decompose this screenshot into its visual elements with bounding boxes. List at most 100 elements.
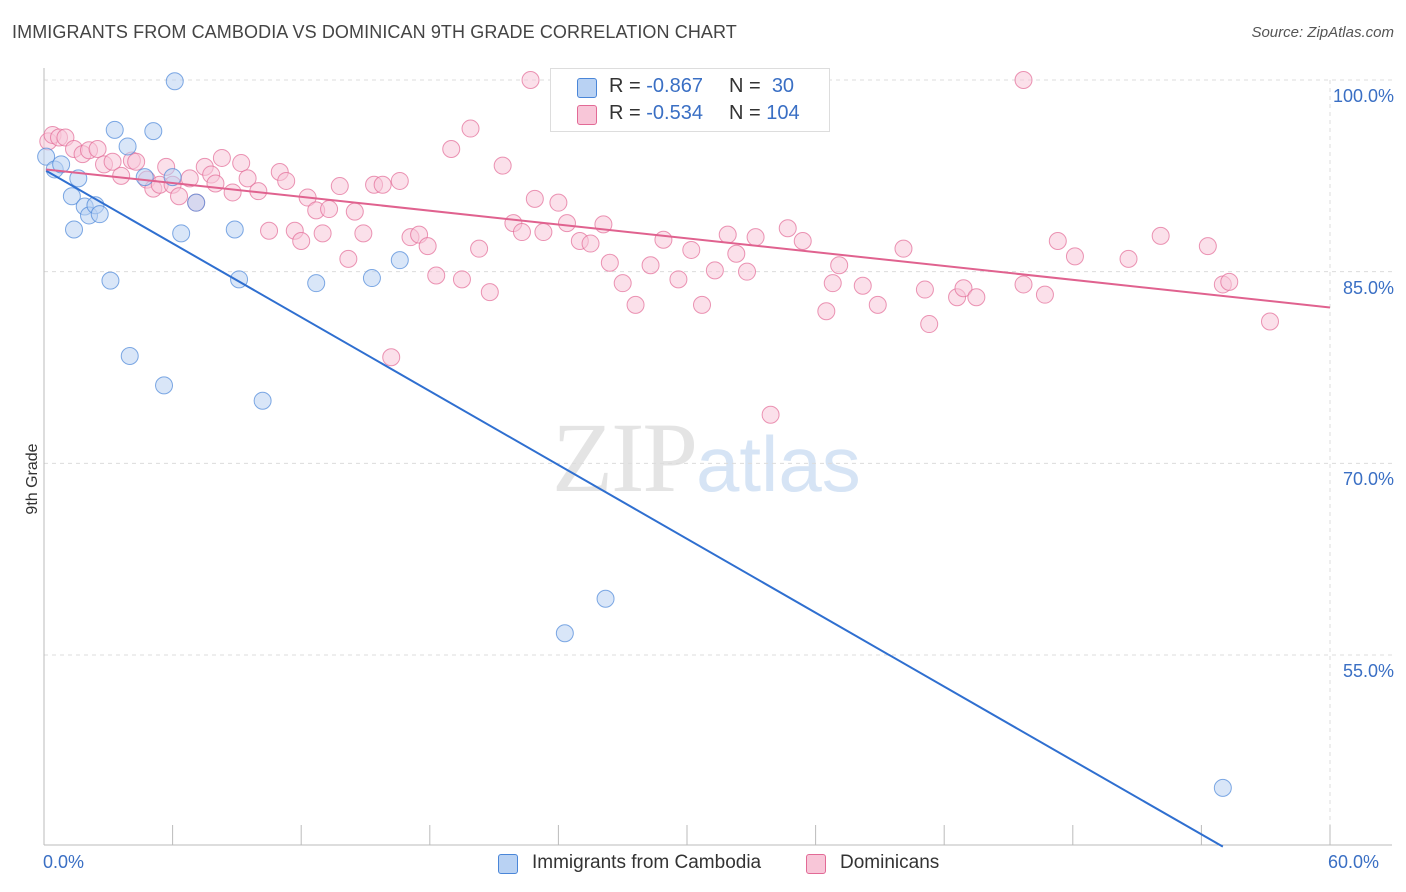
dominican-point xyxy=(1220,272,1239,291)
r-label: R = xyxy=(609,102,641,124)
legend-n-dominicans: N = 104 xyxy=(729,102,800,125)
dominican-point xyxy=(830,256,849,275)
cambodia-point xyxy=(65,220,84,239)
cambodia-point xyxy=(187,193,206,212)
dominican-point xyxy=(418,237,437,256)
dominican-trend-line xyxy=(46,168,1331,309)
dominican-point xyxy=(238,169,257,188)
n-value: 104 xyxy=(766,102,800,124)
dominican-point xyxy=(320,200,339,219)
legend-swatch-dominicans xyxy=(577,105,597,125)
n-label: N = xyxy=(729,102,761,124)
y-axis-label: 9th Grade xyxy=(24,443,41,515)
dominican-point xyxy=(853,276,872,295)
dominican-point xyxy=(232,154,251,173)
cambodia-point xyxy=(120,347,139,365)
dominican-point xyxy=(613,274,632,293)
dominican-point xyxy=(600,253,619,272)
cambodia-point xyxy=(90,205,109,224)
dominican-point xyxy=(88,140,107,158)
dominican-point xyxy=(330,177,349,196)
source-label: Source: ZipAtlas.com xyxy=(1251,24,1394,41)
dominican-point xyxy=(682,240,701,259)
dominican-point xyxy=(549,193,568,212)
cambodia-point xyxy=(62,187,81,206)
watermark-atlas: atlas xyxy=(696,420,861,508)
cambodia-point xyxy=(225,220,244,239)
cambodia-point xyxy=(390,251,409,270)
dominican-point xyxy=(525,189,544,208)
dominican-point xyxy=(761,405,780,424)
dominican-point xyxy=(718,225,737,244)
dominican-point xyxy=(461,119,480,138)
dominican-point xyxy=(427,266,446,285)
dominican-point xyxy=(534,223,553,242)
trend-lines xyxy=(45,168,1331,848)
dominican-point xyxy=(669,270,688,289)
dominican-point xyxy=(1048,232,1067,250)
y-tick-label: 85.0% xyxy=(1342,277,1394,298)
cambodia-point xyxy=(105,120,124,139)
dominican-point xyxy=(967,288,986,307)
cambodia-point xyxy=(135,168,154,187)
legend-r-dominicans: R = -0.534 xyxy=(609,102,703,125)
cambodia-point xyxy=(172,224,191,243)
dominican-point xyxy=(521,71,540,89)
dominican-point xyxy=(277,171,296,190)
dominican-point xyxy=(470,239,489,258)
cambodia-point xyxy=(307,274,326,293)
cambodia-point xyxy=(144,122,163,141)
dominican-point xyxy=(954,279,973,298)
dominican-point xyxy=(390,171,409,190)
dominican-point xyxy=(223,183,242,202)
dominican-point xyxy=(1065,247,1084,266)
series-swatch-cambodia xyxy=(498,854,518,874)
r-value: -0.867 xyxy=(646,75,703,97)
grid-lines xyxy=(44,79,1392,845)
dominican-point xyxy=(557,214,576,233)
dominican-point xyxy=(1035,285,1054,304)
chart-title: IMMIGRANTS FROM CAMBODIA VS DOMINICAN 9T… xyxy=(12,22,737,42)
cambodia-point xyxy=(596,589,615,608)
dominican-point xyxy=(1198,237,1217,256)
dominican-point xyxy=(345,202,364,221)
cambodia-point xyxy=(37,147,56,166)
dominican-point xyxy=(112,166,131,185)
cambodia-trend-line xyxy=(45,169,1224,848)
dominican-point xyxy=(452,270,471,289)
dominican-point xyxy=(313,224,332,243)
r-value: -0.534 xyxy=(646,102,703,124)
cambodia-point xyxy=(362,269,381,288)
data-points xyxy=(37,71,1279,797)
dominican-point xyxy=(480,283,499,302)
cambodia-point xyxy=(1213,778,1232,797)
y-tick-label: 70.0% xyxy=(1342,469,1394,490)
legend-swatch-cambodia xyxy=(577,78,597,98)
legend-r-cambodia: R = -0.867 xyxy=(609,75,703,98)
dominican-point xyxy=(778,219,797,238)
cambodia-point xyxy=(118,137,137,156)
dominican-point xyxy=(727,244,746,263)
x-tick-label-min: 0.0% xyxy=(43,852,85,872)
dominican-point xyxy=(915,280,934,299)
dominican-point xyxy=(1119,249,1138,268)
dominican-point xyxy=(817,302,836,321)
dominican-point xyxy=(738,262,757,281)
dominican-point xyxy=(626,295,645,314)
dominican-point xyxy=(373,175,392,194)
y-tick-label: 100.0% xyxy=(1332,86,1394,106)
cambodia-point xyxy=(163,168,182,187)
dominican-point xyxy=(1014,275,1033,294)
y-tick-label: 55.0% xyxy=(1342,661,1394,681)
series-swatch-dominicans xyxy=(806,854,826,874)
dominican-point xyxy=(1260,312,1279,331)
dominican-point xyxy=(868,295,887,314)
x-tick-label-max: 60.0% xyxy=(1328,852,1380,872)
dominican-point xyxy=(103,152,122,171)
dominican-point xyxy=(170,187,189,206)
watermark-zip: ZIP xyxy=(552,402,698,513)
dominican-point xyxy=(206,174,225,193)
n-value: 30 xyxy=(771,75,795,97)
dominican-point xyxy=(292,232,311,250)
